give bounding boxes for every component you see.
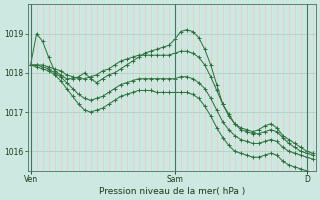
X-axis label: Pression niveau de la mer( hPa ): Pression niveau de la mer( hPa ): [99, 187, 245, 196]
